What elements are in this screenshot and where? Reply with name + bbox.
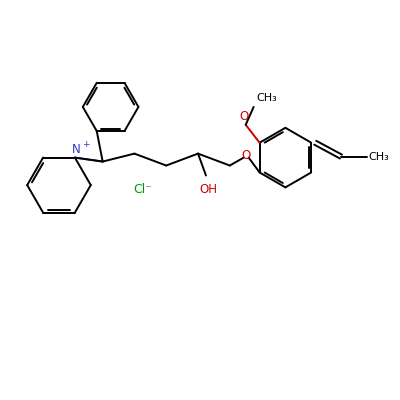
Text: CH₃: CH₃ <box>369 152 390 162</box>
Text: Cl⁻: Cl⁻ <box>133 183 152 196</box>
Text: O: O <box>239 110 248 123</box>
Text: O: O <box>241 149 250 162</box>
Text: OH: OH <box>199 184 217 196</box>
Text: CH₃: CH₃ <box>257 93 277 103</box>
Text: +: + <box>82 140 89 149</box>
Text: N: N <box>72 142 80 156</box>
